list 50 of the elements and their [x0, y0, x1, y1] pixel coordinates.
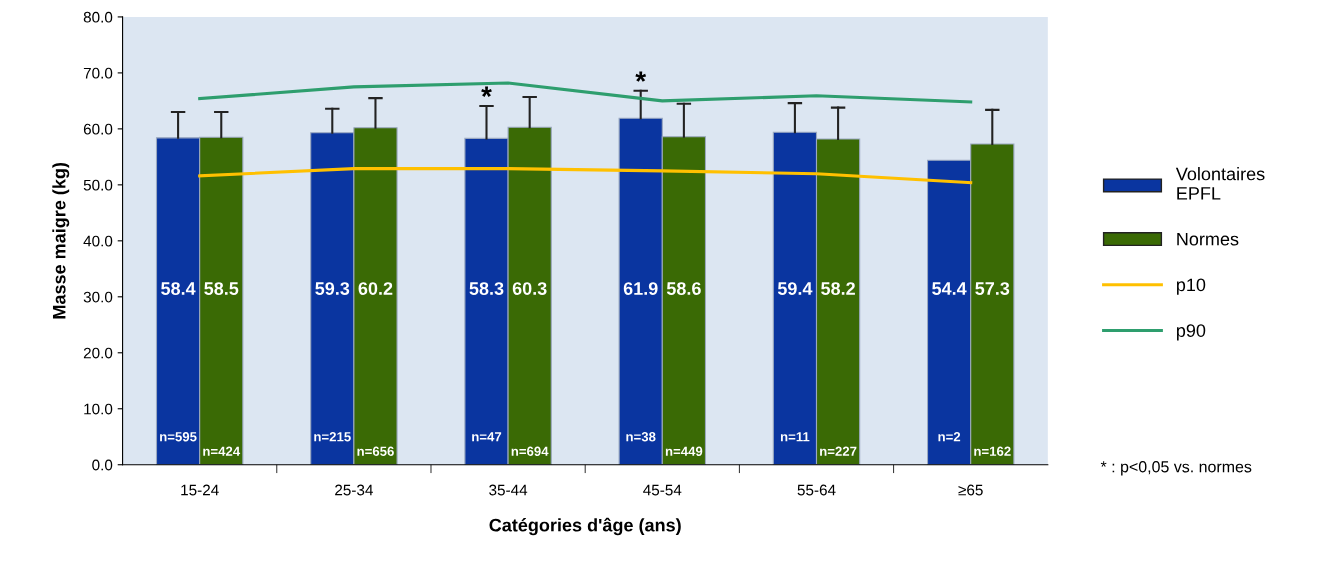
annotation: n=215: [314, 432, 351, 442]
x-tick-label: 35-44: [489, 484, 528, 496]
x-tick-label: 55-64: [797, 484, 836, 496]
data-label: 60.3: [512, 282, 547, 295]
annotation: n=11: [780, 432, 810, 442]
annotation: n=227: [820, 446, 857, 456]
annotation: n=656: [357, 446, 394, 456]
x-tick-label: 45-54: [643, 484, 682, 496]
legend-label: p90: [1176, 324, 1206, 341]
annotation: n=694: [511, 446, 549, 456]
legend-label: Volontaires EPFL: [1175, 167, 1265, 200]
annotation: n=162: [974, 446, 1011, 456]
data-label: 58.3: [469, 282, 504, 295]
y-tick-label: 30.0: [83, 291, 113, 303]
y-tick-label: 60.0: [83, 123, 113, 135]
annotation: n=47: [472, 432, 502, 442]
y-tick-label: 80.0: [83, 11, 113, 23]
text: * : p<0,05 vs. normes: [1100, 461, 1252, 476]
annotation: n=595: [160, 432, 197, 442]
annotation: n=38: [626, 432, 656, 442]
data-label: 58.6: [666, 282, 701, 295]
data-label: 60.2: [358, 282, 393, 295]
x-tick-label: ≥65: [958, 484, 983, 496]
y-tick-label: 70.0: [83, 67, 113, 79]
annotation: *: [481, 86, 492, 97]
legend-label: Normes: [1177, 232, 1239, 246]
y-axis-title: Masse maigre (kg): [52, 162, 70, 319]
annotation: n=449: [665, 446, 703, 456]
x-axis-title: Catégories d'âge (ans): [489, 517, 681, 536]
annotation: n=424: [203, 446, 241, 456]
data-label: 59.4: [777, 282, 813, 295]
data-label: 54.4: [932, 282, 967, 295]
data-label: 58.4: [161, 282, 196, 295]
annotation: n=2: [938, 432, 961, 442]
x-tick-label: 25-34: [335, 484, 373, 496]
data-label: 59.3: [315, 282, 350, 295]
x-tick-label: 15-24: [181, 484, 219, 496]
annotation: *: [635, 71, 647, 82]
data-label: 61.9: [623, 282, 658, 295]
data-label: 58.2: [821, 282, 855, 295]
y-tick-label: 50.0: [83, 179, 113, 191]
y-tick-label: 10.0: [84, 403, 113, 415]
y-tick-label: 0.0: [92, 459, 113, 471]
y-tick-label: 20.0: [83, 347, 113, 359]
data-label: 58.5: [204, 282, 239, 295]
line-series: [198, 81, 973, 104]
y-tick-label: 40.0: [83, 235, 113, 247]
line-series: [198, 167, 973, 185]
legend-label: p10: [1176, 278, 1206, 295]
data-label: 57.3: [975, 282, 1010, 295]
